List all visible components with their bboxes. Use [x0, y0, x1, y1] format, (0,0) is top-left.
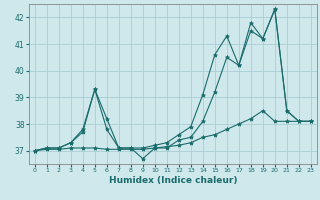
- X-axis label: Humidex (Indice chaleur): Humidex (Indice chaleur): [108, 176, 237, 185]
